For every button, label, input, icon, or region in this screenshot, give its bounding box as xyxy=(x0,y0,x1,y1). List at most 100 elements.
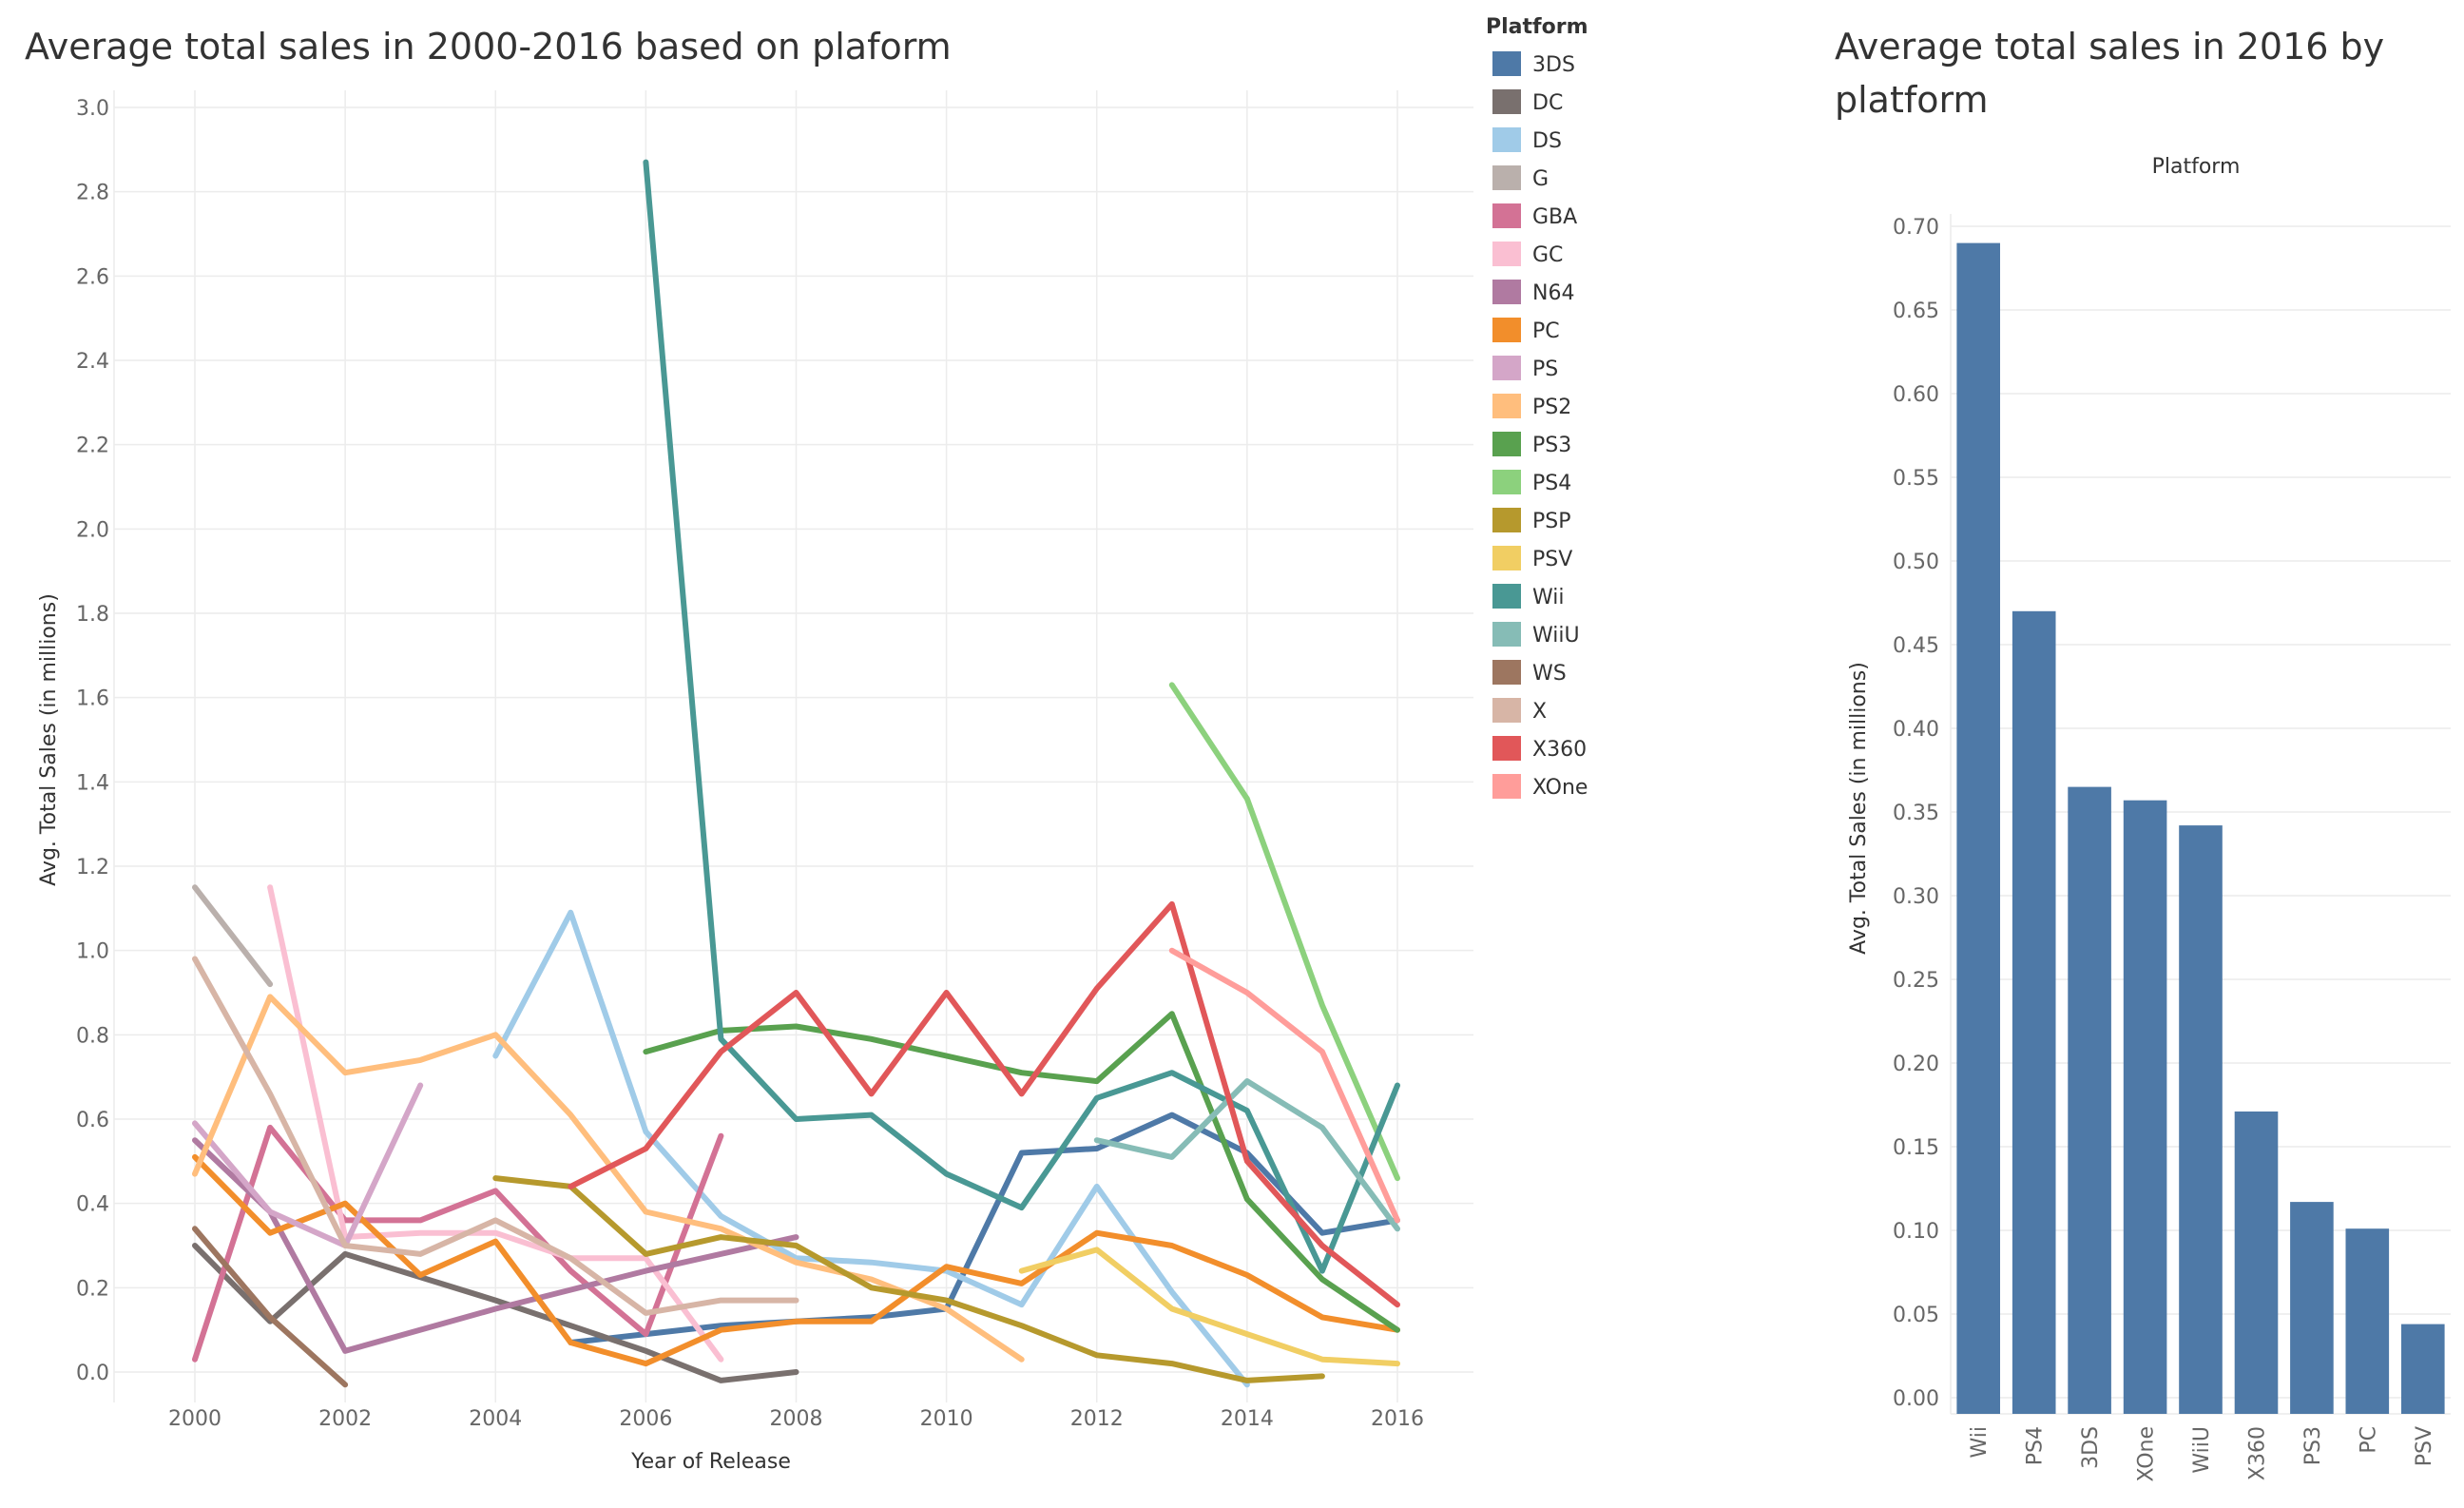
series-line-xone xyxy=(1168,947,1400,1224)
line-chart-x-tick-label: 2000 xyxy=(168,1407,221,1431)
line-chart-y-tick-label: 3.0 xyxy=(76,97,109,121)
legend-label-wiiu: WiiU xyxy=(1532,624,1580,648)
legend-items: 3DS DC DS G GBA GC N64 PC PS PS2 PS3 PS4 PSP PSV Wii Wi… xyxy=(1492,51,1588,800)
bar-chart-y-tick-label: 0.50 xyxy=(1893,551,1939,574)
line-chart-x-tick-label: 2002 xyxy=(318,1407,372,1431)
bar-chart-x-tick-label: PS3 xyxy=(2301,1426,2325,1465)
bar-chart-y-tick-label: 0.15 xyxy=(1893,1136,1939,1160)
line-chart-y-tick-label: 2.8 xyxy=(76,182,109,205)
legend-swatch-g xyxy=(1492,165,1521,190)
series-line-ws xyxy=(192,1226,349,1388)
series-line-ps xyxy=(192,1082,424,1248)
bar-chart-y-tick-label: 0.45 xyxy=(1893,634,1939,658)
line-chart-x-tick-label: 2016 xyxy=(1371,1407,1424,1431)
legend-label-3ds: 3DS xyxy=(1532,53,1575,77)
series-line-x360 xyxy=(568,900,1400,1308)
legend-swatch-ws xyxy=(1492,660,1521,685)
series-line-ps2 xyxy=(192,994,1025,1363)
line-chart-y-tick-label: 1.2 xyxy=(76,856,109,880)
series-line-g xyxy=(192,884,274,988)
legend-label-ps4: PS4 xyxy=(1532,472,1571,495)
legend-label-gc: GC xyxy=(1532,243,1563,267)
bar-3ds xyxy=(2068,786,2111,1414)
series-line-gba xyxy=(192,1124,724,1363)
line-chart-y-tick-label: 2.4 xyxy=(76,350,109,374)
bar-chart-y-tick-label: 0.30 xyxy=(1893,885,1939,909)
legend-swatch-ps2 xyxy=(1492,394,1521,418)
line-chart-y-tick-label: 2.2 xyxy=(76,435,109,458)
bar-psv xyxy=(2401,1324,2445,1414)
line-chart-y-tick-label: 1.4 xyxy=(76,771,109,795)
bar-chart-y-tick-label: 0.65 xyxy=(1893,300,1939,323)
legend-label-pc: PC xyxy=(1532,319,1560,343)
legend-title: Platform xyxy=(1486,15,1588,39)
line-chart-x-tick-label: 2008 xyxy=(770,1407,823,1431)
bar-chart-x-tick-label: XOne xyxy=(2135,1426,2159,1481)
series-line-ds xyxy=(492,909,1250,1388)
line-chart-gridlines xyxy=(113,90,1473,1402)
legend-swatch-ps xyxy=(1492,356,1521,380)
legend-swatch-gba xyxy=(1492,203,1521,228)
line-chart-x-tick-label: 2006 xyxy=(619,1407,672,1431)
line-chart-y-tick-label: 0.6 xyxy=(76,1109,109,1132)
line-chart-y-tick-label: 0.8 xyxy=(76,1024,109,1048)
line-chart-x-tick-label: 2004 xyxy=(469,1407,522,1431)
line-chart-y-tick-label: 1.6 xyxy=(76,687,109,711)
series-line-ps3 xyxy=(643,1011,1400,1333)
bar-chart-x-tick-label: 3DS xyxy=(2079,1426,2103,1469)
series-line-wiiu xyxy=(1093,1078,1400,1232)
line-chart-y-axis-label: Avg. Total Sales (in millions) xyxy=(37,593,61,886)
line-chart-y-tick-label: 2.0 xyxy=(76,518,109,542)
legend-swatch-wiiu xyxy=(1492,622,1521,647)
legend-label-x: X xyxy=(1532,700,1547,724)
legend-swatch-psp xyxy=(1492,508,1521,532)
bar-chart-x-tick-label: X360 xyxy=(2245,1426,2269,1480)
line-chart-series xyxy=(192,159,1400,1388)
bar-chart-title: Average total sales in 2016 by platform xyxy=(1835,26,2396,121)
legend-label-ps: PS xyxy=(1532,358,1558,381)
legend-label-psp: PSP xyxy=(1532,510,1571,533)
series-line-dc xyxy=(192,1243,799,1383)
legend-label-xone: XOne xyxy=(1532,776,1588,800)
legend-swatch-psv xyxy=(1492,546,1521,570)
line-chart-y-tick-label: 1.8 xyxy=(76,603,109,627)
bar-chart-x-tick-label: WiiU xyxy=(2190,1426,2214,1474)
bar-wiiu xyxy=(2179,825,2223,1414)
legend-label-dc: DC xyxy=(1532,91,1563,115)
bar-wii xyxy=(1956,242,2000,1415)
series-line-ps4 xyxy=(1168,682,1400,1182)
bar-chart-x-tick-label: PSV xyxy=(2413,1426,2436,1466)
bar-chart-y-tick-label: 0.25 xyxy=(1893,969,1939,993)
legend-label-x360: X360 xyxy=(1532,738,1587,762)
legend-label-psv: PSV xyxy=(1532,548,1572,571)
bar-chart: Average total sales in 2016 by platform … xyxy=(1835,26,2451,1481)
bar-chart-y-tick-label: 0.55 xyxy=(1893,467,1939,491)
legend-label-n64: N64 xyxy=(1532,281,1574,305)
legend-swatch-x360 xyxy=(1492,736,1521,761)
legend-label-ps3: PS3 xyxy=(1532,434,1571,457)
legend-swatch-gc xyxy=(1492,242,1521,266)
bar-chart-x-ticks: Wii PS4 3DS XOne WiiU X360 PS3 PC PSV xyxy=(1968,1426,2436,1481)
bar-chart-y-tick-label: 0.00 xyxy=(1893,1387,1939,1411)
bar-chart-title-line-2: platform xyxy=(1835,79,1988,121)
bar-chart-y-tick-label: 0.20 xyxy=(1893,1053,1939,1076)
bar-ps4 xyxy=(2012,610,2056,1414)
legend-swatch-ds xyxy=(1492,127,1521,152)
bar-chart-bars xyxy=(1956,242,2445,1415)
bar-chart-x-tick-label: PS4 xyxy=(2024,1426,2048,1465)
line-chart-x-ticks: 2000 2002 2004 2006 2008 2010 2012 2014 2016 xyxy=(168,1407,1424,1431)
legend-swatch-pc xyxy=(1492,318,1521,342)
legend-label-ds: DS xyxy=(1532,129,1562,153)
legend-swatch-n64 xyxy=(1492,280,1521,304)
legend-swatch-xone xyxy=(1492,774,1521,799)
line-chart-x-tick-label: 2014 xyxy=(1221,1407,1274,1431)
legend-label-ps2: PS2 xyxy=(1532,396,1571,419)
bar-chart-y-ticks: 0.00 0.05 0.10 0.15 0.20 0.25 0.30 0.35 0.40 0.45… xyxy=(1893,216,1939,1411)
series-line-wii xyxy=(643,159,1400,1274)
bar-ps3 xyxy=(2290,1202,2334,1414)
platform-legend: Platform 3DS DC DS G GBA GC N64 PC PS PS2 PS3 PS4 PS… xyxy=(1486,15,1588,800)
line-chart-y-tick-label: 0.4 xyxy=(76,1193,109,1217)
series-line-x xyxy=(192,956,799,1316)
series-line-psv xyxy=(1018,1247,1400,1367)
